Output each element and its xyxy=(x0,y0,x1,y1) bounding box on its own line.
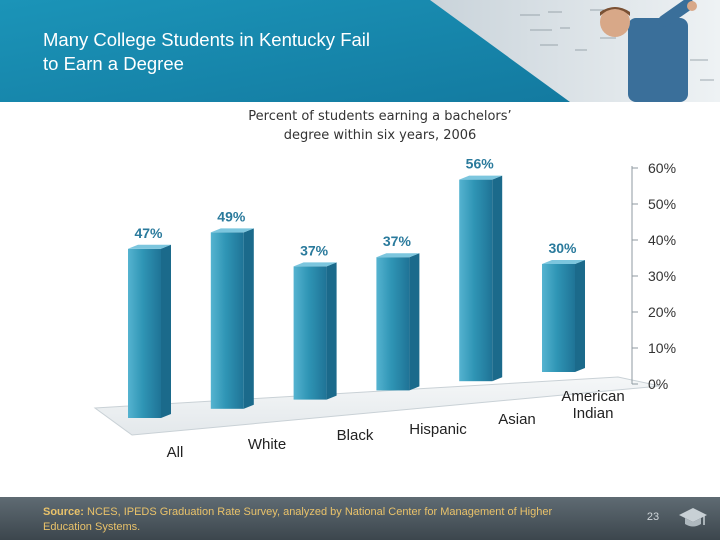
category-label: Asian xyxy=(498,411,536,428)
bar-side xyxy=(575,260,585,372)
bar xyxy=(293,266,327,400)
graduation-cap-icon xyxy=(679,508,707,527)
data-label: 49% xyxy=(217,208,246,224)
bar xyxy=(542,264,575,372)
category-label: All xyxy=(167,444,184,461)
category-label: White xyxy=(248,436,286,453)
source-note: Source: NCES, IPEDS Graduation Rate Surv… xyxy=(43,505,583,535)
slide-title-line-2: to Earn a Degree xyxy=(43,53,184,74)
bar-side xyxy=(492,175,503,382)
bar xyxy=(128,248,161,418)
category-label: Hispanic xyxy=(409,421,467,438)
bar xyxy=(210,232,244,409)
bar-top xyxy=(459,175,503,180)
slide-title: Many College Students in Kentucky Fail t… xyxy=(43,28,423,76)
data-label: 30% xyxy=(548,240,577,256)
bar-side xyxy=(409,253,420,391)
header-band xyxy=(0,0,720,102)
footer-band xyxy=(0,497,720,540)
bar-top xyxy=(293,262,337,267)
bar-top xyxy=(128,244,171,249)
source-label: Source: xyxy=(43,506,84,518)
chart-floor xyxy=(93,376,661,436)
y-tick-label: 0% xyxy=(648,376,668,392)
y-tick-label: 30% xyxy=(648,268,676,284)
page-number: 23 xyxy=(646,511,660,523)
category-label: Indian xyxy=(573,405,614,422)
chart-title-line-2: degree within six years, 2006 xyxy=(283,128,477,143)
bar-chart: 0% 10% 20% 30% 40% 50% 60% 47% All 49% White 37% Bl… xyxy=(93,156,676,461)
data-label: 37% xyxy=(300,242,329,258)
chart-title-line-1: Percent of students earning a bachelors’ xyxy=(248,109,512,124)
y-tick-label: 10% xyxy=(648,340,676,356)
bar-top xyxy=(376,253,420,258)
data-label: 56% xyxy=(466,156,495,172)
source-text: NCES, IPEDS Graduation Rate Survey, anal… xyxy=(43,506,553,533)
y-tick-label: 20% xyxy=(648,304,676,320)
bar-top xyxy=(542,260,585,264)
bar-top xyxy=(210,228,254,233)
y-tick-label: 60% xyxy=(648,160,676,176)
bar-side xyxy=(326,262,337,400)
y-tick-label: 50% xyxy=(648,196,676,212)
data-label: 47% xyxy=(134,225,163,241)
category-label: American xyxy=(561,388,624,405)
chart-title: Percent of students earning a bachelors’… xyxy=(170,107,590,145)
category-label: Black xyxy=(337,427,374,444)
y-tick-label: 40% xyxy=(648,232,676,248)
slide-title-line-1: Many College Students in Kentucky Fail xyxy=(43,29,371,50)
bar-side xyxy=(243,228,254,409)
bar xyxy=(459,179,493,382)
bar-side xyxy=(161,244,171,418)
bar xyxy=(376,257,410,391)
data-label: 37% xyxy=(383,233,412,249)
